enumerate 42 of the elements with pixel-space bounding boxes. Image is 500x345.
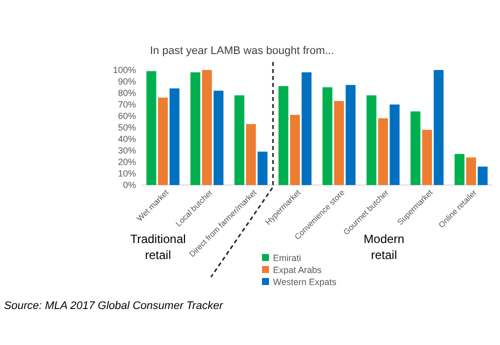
bar (170, 88, 180, 185)
bar (454, 154, 464, 185)
bar (366, 95, 376, 185)
bar (246, 124, 256, 185)
y-tick-label: 100% (112, 65, 136, 76)
y-tick-label: 20% (118, 157, 136, 168)
y-tick-label: 30% (118, 146, 136, 156)
bar (390, 104, 400, 185)
y-tick-label: 40% (118, 134, 136, 144)
bar (410, 111, 420, 185)
text: Modern retail (364, 232, 404, 262)
bar (378, 118, 388, 185)
bar (258, 152, 268, 185)
bar (302, 72, 312, 185)
bar (478, 166, 488, 185)
bar (158, 98, 168, 185)
bar (434, 70, 444, 185)
bar (290, 114, 300, 185)
y-tick-label: 0% (122, 180, 136, 190)
y-tick-label: 10% (118, 168, 136, 179)
bar (466, 157, 476, 185)
bar (234, 95, 244, 185)
chart-title: In past year LAMB was bought from... (150, 45, 334, 57)
y-tick-label: 90% (118, 76, 136, 87)
legend-label: Western Expats (273, 277, 337, 288)
bar (190, 72, 200, 185)
legend-label: Emirati (273, 253, 302, 264)
bar (146, 71, 156, 185)
bar (214, 90, 224, 185)
y-tick-label: 50% (118, 122, 136, 133)
bar (322, 87, 332, 185)
bar (346, 84, 356, 185)
y-tick-label: 80% (118, 88, 136, 98)
bar (278, 86, 288, 185)
legend-label: Expat Arabs (273, 265, 322, 276)
bar (202, 70, 212, 185)
source-note: Source: MLA 2017 Global Consumer Tracker (4, 300, 224, 312)
y-tick-label: 60% (118, 111, 136, 122)
y-tick-label: 70% (118, 100, 136, 110)
bar (422, 130, 432, 185)
bar (334, 101, 344, 185)
text: Traditional retail (130, 232, 186, 262)
